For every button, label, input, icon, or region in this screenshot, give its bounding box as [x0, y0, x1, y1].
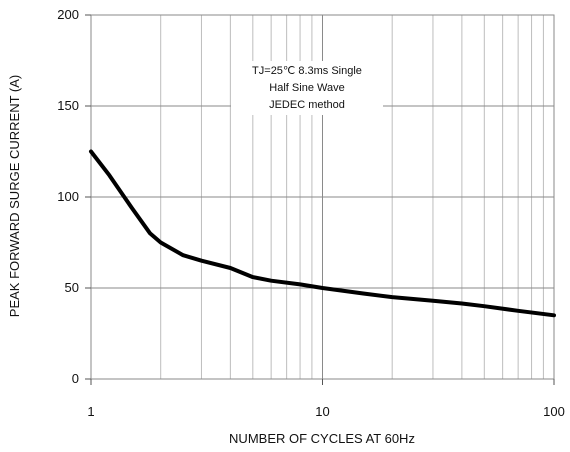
- x-tick-label: 1: [87, 404, 94, 419]
- data-point: [131, 207, 133, 209]
- annotation-line-3: JEDEC method: [269, 99, 345, 111]
- y-tick-label: 100: [57, 189, 79, 204]
- annotation-line-1: TJ=25℃ 8.3ms Single: [252, 65, 362, 77]
- data-point: [553, 314, 555, 316]
- data-point: [270, 280, 272, 282]
- data-point: [322, 287, 323, 289]
- data-point: [391, 296, 393, 298]
- data-point: [432, 300, 434, 302]
- y-axis-title: PEAK FORWARD SURGE CURRENT (A): [7, 75, 22, 317]
- x-tick-labels: 1 10 100: [87, 379, 565, 419]
- data-point: [517, 310, 519, 312]
- data-point: [182, 254, 184, 256]
- data-point: [461, 302, 463, 304]
- data-point: [160, 242, 162, 243]
- data-point: [362, 292, 364, 294]
- annotation: TJ=25℃ 8.3ms Single Half Sine Wave JEDEC…: [231, 61, 383, 115]
- data-point: [149, 232, 151, 234]
- data-point: [252, 276, 254, 278]
- data-point: [483, 305, 485, 307]
- y-tick-labels: 0 50 100 150 200: [57, 7, 91, 386]
- x-tick-label: 10: [315, 404, 329, 419]
- data-point: [90, 151, 92, 152]
- data-point: [299, 283, 301, 285]
- x-axis-title: NUMBER OF CYCLES AT 60Hz: [229, 431, 415, 446]
- x-tick-label: 100: [543, 404, 565, 419]
- annotation-line-2: Half Sine Wave: [269, 82, 344, 94]
- y-tick-label: 150: [57, 98, 79, 113]
- data-point: [200, 260, 202, 262]
- annotation-box: [231, 61, 383, 115]
- y-tick-label: 200: [57, 7, 79, 22]
- y-tick-label: 50: [65, 280, 79, 295]
- data-point: [229, 267, 231, 269]
- series-group: [89, 149, 556, 318]
- data-point: [108, 174, 110, 176]
- y-tick-label: 0: [72, 371, 79, 386]
